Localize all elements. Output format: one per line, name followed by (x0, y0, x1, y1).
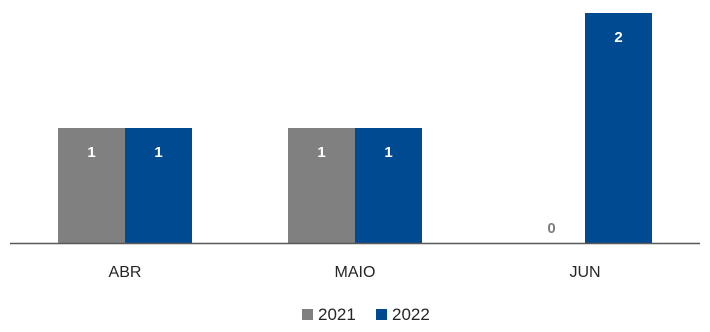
category-label-maio: MAIO (335, 264, 376, 281)
category-label-abr: ABR (109, 264, 142, 281)
category-labels-group: ABR MAIO JUN (109, 264, 601, 281)
bar-2022-maio (355, 128, 422, 243)
data-label-2022-maio: 1 (384, 144, 392, 161)
legend: 2021 2022 (302, 305, 430, 324)
data-label-2021-jun: 0 (547, 220, 555, 237)
legend-swatch-2021 (302, 309, 313, 320)
bar-2021-abr (58, 128, 125, 243)
bar-2021-maio (288, 128, 355, 243)
data-label-2021-maio: 1 (317, 144, 325, 161)
data-label-2022-jun: 2 (614, 29, 622, 46)
bar-labels-group: 1 1 1 1 0 2 (87, 29, 622, 237)
legend-label-2022: 2022 (392, 305, 430, 324)
data-label-2021-abr: 1 (87, 144, 95, 161)
bar-2022-jun (585, 13, 652, 243)
data-label-2022-abr: 1 (154, 144, 162, 161)
bar-2022-abr (125, 128, 192, 243)
bars-group (58, 13, 652, 243)
category-label-jun: JUN (569, 264, 600, 281)
legend-label-2021: 2021 (318, 305, 356, 324)
legend-swatch-2022 (376, 309, 387, 320)
